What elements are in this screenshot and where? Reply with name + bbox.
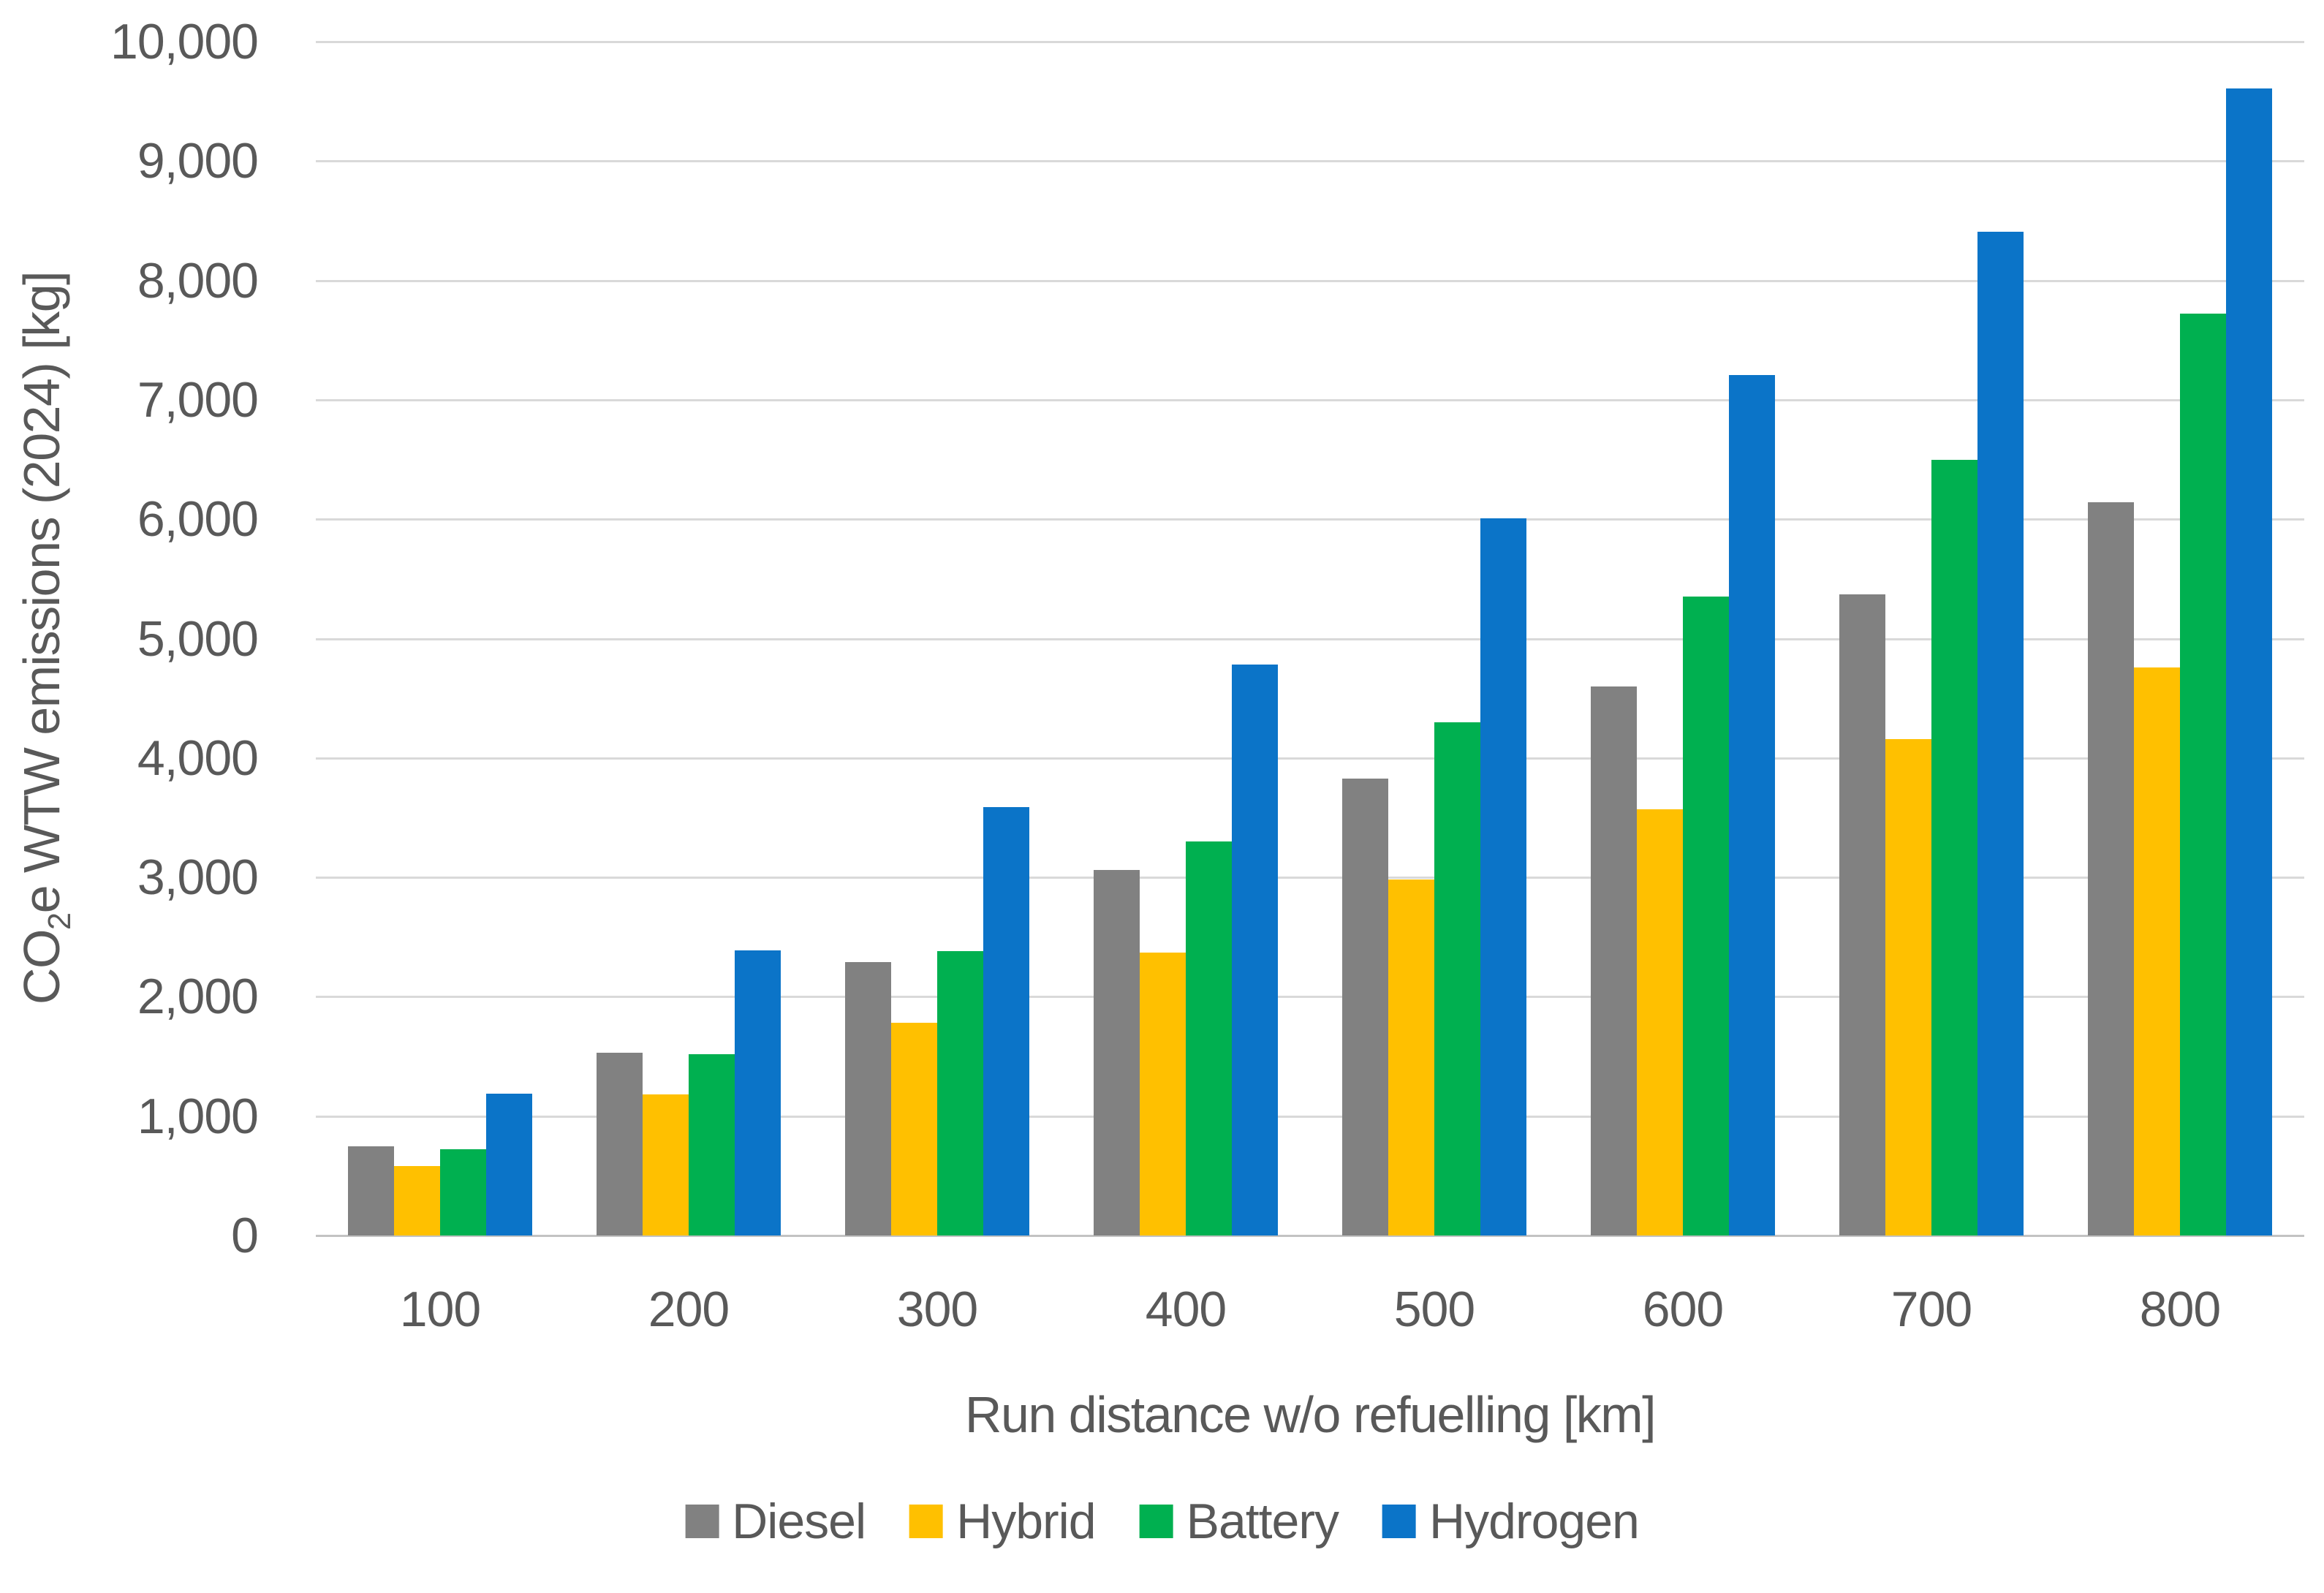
- gridline: [316, 279, 2304, 282]
- bar-battery-300: [937, 951, 983, 1236]
- x-tick-label-700: 700: [1890, 1282, 1972, 1337]
- legend-label-hydrogen: Hydrogen: [1429, 1494, 1640, 1549]
- gridline: [316, 160, 2304, 163]
- bar-diesel-400: [1094, 870, 1140, 1236]
- legend-marker-hydrogen: [1382, 1505, 1417, 1538]
- bar-hydrogen-500: [1480, 518, 1526, 1236]
- bar-diesel-700: [1839, 594, 1885, 1236]
- legend-label-battery: Battery: [1186, 1494, 1339, 1549]
- bar-battery-700: [1931, 459, 1977, 1236]
- bar-diesel-300: [845, 962, 891, 1236]
- bar-group-500: [1310, 42, 1559, 1236]
- x-tick-label-200: 200: [648, 1282, 730, 1337]
- bar-diesel-200: [597, 1053, 643, 1236]
- x-tick-label-800: 800: [2139, 1282, 2221, 1337]
- bar-hybrid-200: [643, 1094, 689, 1236]
- gridline: [316, 41, 2304, 43]
- y-tick-label: 5,000: [137, 610, 259, 667]
- legend-marker-diesel: [685, 1505, 719, 1538]
- y-axis-title-subscript: 2: [42, 913, 77, 931]
- y-tick-label: 4,000: [137, 730, 259, 786]
- bar-group-200: [564, 42, 813, 1236]
- gridline: [316, 757, 2304, 760]
- gridline: [316, 1115, 2304, 1118]
- y-tick-label: 1,000: [137, 1088, 259, 1144]
- gridline: [316, 877, 2304, 879]
- bar-battery-500: [1434, 722, 1480, 1236]
- gridline: [316, 996, 2304, 999]
- legend: Diesel Hybrid Battery Hydrogen: [685, 1493, 1640, 1550]
- bar-group-600: [1559, 42, 1807, 1236]
- x-axis-line: [316, 1235, 2304, 1237]
- y-tick-label: 3,000: [137, 850, 259, 906]
- bar-diesel-100: [348, 1146, 394, 1236]
- bar-group-100: [316, 42, 564, 1236]
- legend-label-hybrid: Hybrid: [956, 1494, 1096, 1549]
- x-axis-title: Run distance w/o refuelling [km]: [964, 1386, 1657, 1443]
- bar-hydrogen-400: [1232, 665, 1278, 1236]
- x-tick-label-100: 100: [399, 1282, 481, 1337]
- bar-battery-400: [1186, 841, 1232, 1236]
- y-tick-label: 6,000: [137, 491, 259, 548]
- bar-group-800: [2056, 42, 2304, 1236]
- bar-battery-600: [1683, 597, 1729, 1236]
- x-tick-label-500: 500: [1393, 1282, 1475, 1337]
- gridline: [316, 518, 2304, 521]
- bar-group-700: [1807, 42, 2056, 1236]
- bar-hydrogen-200: [735, 950, 781, 1236]
- bar-battery-100: [440, 1149, 486, 1236]
- legend-marker-battery: [1139, 1505, 1173, 1538]
- y-axis-title-suffix: e WTW emissions (2024) [kg]: [13, 271, 70, 914]
- x-tick-label-600: 600: [1642, 1282, 1724, 1337]
- legend-label-diesel: Diesel: [732, 1494, 866, 1549]
- y-tick-label: 7,000: [137, 371, 259, 428]
- bar-diesel-600: [1591, 686, 1637, 1236]
- plot-area: [316, 41, 2304, 1237]
- y-tick-label: 2,000: [137, 969, 259, 1025]
- y-tick-label: 8,000: [137, 252, 259, 309]
- bar-hybrid-800: [2134, 667, 2180, 1236]
- bar-hydrogen-300: [983, 806, 1029, 1236]
- legend-item-hydrogen: Hydrogen: [1382, 1493, 1640, 1550]
- bar-hybrid-400: [1140, 952, 1186, 1236]
- bar-diesel-800: [2088, 502, 2134, 1236]
- legend-item-hybrid: Hybrid: [909, 1493, 1097, 1550]
- bar-battery-800: [2180, 314, 2226, 1236]
- bar-hydrogen-700: [1977, 231, 2024, 1236]
- bar-diesel-500: [1342, 778, 1388, 1236]
- bar-hybrid-100: [394, 1166, 440, 1236]
- y-tick-label: 0: [231, 1208, 259, 1263]
- x-tick-label-400: 400: [1145, 1282, 1227, 1337]
- legend-marker-hybrid: [909, 1505, 944, 1538]
- bar-group-300: [813, 42, 1061, 1236]
- bar-group-400: [1061, 42, 1310, 1236]
- x-tick-label-300: 300: [896, 1282, 978, 1337]
- bar-hydrogen-100: [486, 1093, 532, 1236]
- bar-hydrogen-600: [1729, 374, 1775, 1236]
- bar-battery-200: [689, 1053, 735, 1236]
- gridline: [316, 637, 2304, 640]
- bar-hydrogen-800: [2226, 88, 2272, 1236]
- y-tick-label: 10,000: [110, 14, 259, 69]
- gridline: [316, 398, 2304, 401]
- bar-hybrid-700: [1885, 738, 1931, 1236]
- y-tick-label: 9,000: [137, 133, 259, 189]
- legend-item-diesel: Diesel: [685, 1493, 866, 1550]
- bar-hybrid-300: [891, 1023, 937, 1236]
- bar-hybrid-500: [1388, 879, 1434, 1236]
- legend-item-battery: Battery: [1139, 1493, 1339, 1550]
- bar-hybrid-600: [1637, 809, 1683, 1236]
